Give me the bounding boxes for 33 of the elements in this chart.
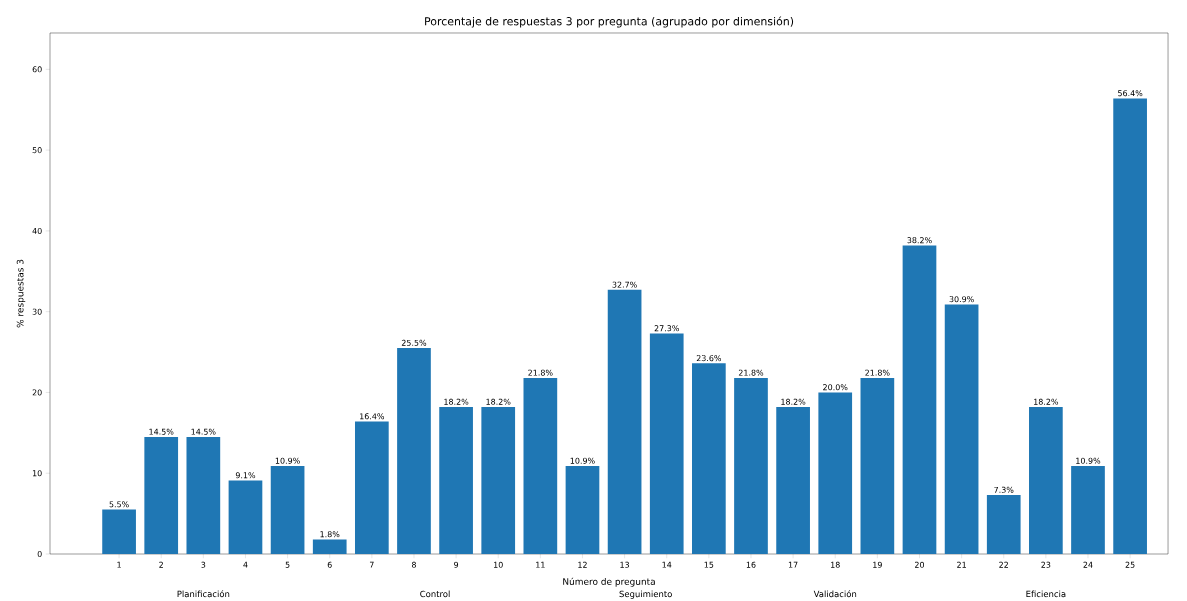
bar	[944, 304, 979, 554]
bar	[1029, 406, 1063, 554]
text: Planificación	[177, 590, 230, 598]
bar	[734, 377, 768, 554]
text: Eficiencia	[1026, 590, 1066, 598]
bar	[1071, 465, 1105, 554]
bar	[776, 406, 810, 554]
bar	[607, 289, 642, 554]
text: Control	[420, 590, 450, 598]
bar	[354, 421, 389, 554]
bar	[986, 495, 1021, 554]
x-axis-title: Número de pregunta	[563, 577, 655, 587]
y-axis-title: % respuestas 3	[16, 259, 26, 328]
bar	[860, 377, 895, 554]
bar	[481, 406, 516, 554]
text: Seguimiento	[619, 590, 672, 599]
chart-title: Porcentaje de respuestas 3 por pregunta (agrupado por dimensión)	[425, 16, 794, 28]
bar	[1113, 98, 1147, 554]
bar	[270, 465, 305, 554]
bar	[144, 436, 179, 554]
bar	[186, 436, 221, 554]
bar	[523, 377, 558, 554]
bar	[312, 539, 347, 554]
bar	[818, 392, 853, 554]
bar	[439, 406, 473, 554]
bar	[228, 480, 263, 554]
bar	[565, 465, 600, 554]
bar	[692, 363, 726, 554]
text: Validación	[813, 590, 857, 598]
bar	[397, 348, 431, 554]
bar	[902, 245, 937, 554]
bar	[102, 509, 136, 554]
bar	[649, 333, 684, 554]
